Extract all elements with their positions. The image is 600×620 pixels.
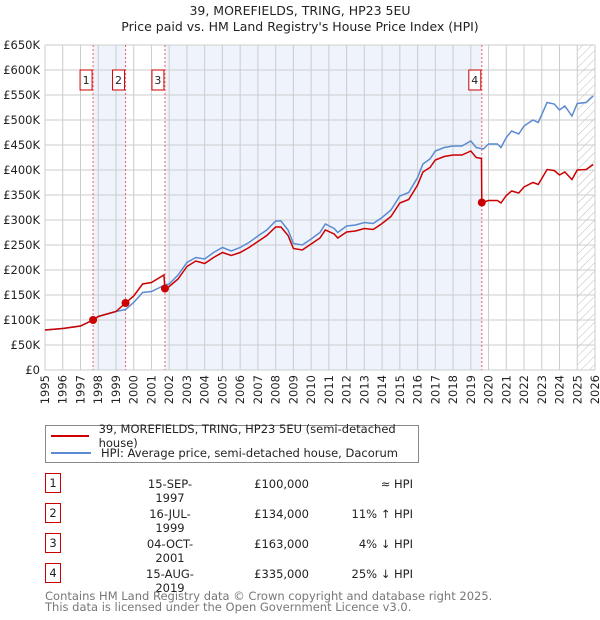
x-tick-label: 2012 bbox=[340, 375, 354, 404]
x-tick-label: 1997 bbox=[73, 375, 87, 404]
footer-licence: This data is licensed under the Open Gov… bbox=[45, 600, 412, 614]
marker-number: 3 bbox=[45, 533, 61, 553]
x-tick-label: 2017 bbox=[428, 375, 442, 404]
sale-label: 2 bbox=[115, 74, 122, 87]
x-tick-label: 2019 bbox=[464, 375, 478, 404]
x-tick-label: 2013 bbox=[357, 375, 371, 404]
hpi-relation: ≈ HPI bbox=[380, 477, 413, 491]
sale-label-box bbox=[151, 69, 165, 91]
legend: 39, MOREFIELDS, TRING, HP23 5EU (semi-de… bbox=[45, 422, 419, 463]
y-tick-label: £550K bbox=[3, 88, 40, 102]
x-tick-label: 2000 bbox=[127, 375, 141, 404]
x-tick-label: 1998 bbox=[91, 375, 105, 404]
sale-price: £335,000 bbox=[254, 567, 309, 581]
x-tick-label: 2026 bbox=[588, 375, 600, 404]
sale-date: 15-SEP-1997 bbox=[147, 477, 193, 505]
y-tick-label: £300K bbox=[3, 213, 40, 227]
marker-number: 4 bbox=[45, 563, 61, 583]
chart-title: 39, MOREFIELDS, TRING, HP23 5EU bbox=[189, 3, 411, 18]
sale-point bbox=[121, 299, 130, 307]
x-tick-label: 2022 bbox=[517, 375, 531, 404]
legend-label: HPI: Average price, semi-detached house,… bbox=[101, 446, 398, 460]
x-tick-label: 2002 bbox=[162, 375, 176, 404]
x-tick-label: 2009 bbox=[286, 375, 300, 404]
sale-point bbox=[477, 198, 486, 207]
sale-price: £163,000 bbox=[254, 537, 309, 551]
x-tick-label: 2005 bbox=[215, 375, 229, 404]
y-tick-label: £400K bbox=[3, 163, 40, 177]
sale-label: 4 bbox=[471, 74, 478, 87]
plot-area: 1995 1996 1997 1998 1999 2000 2001 2002 2003 2004… bbox=[3, 38, 600, 404]
x-tick-label: 2016 bbox=[411, 375, 425, 404]
sale-date: 16-JUL-1999 bbox=[149, 507, 191, 535]
x-tick-label: 2023 bbox=[535, 375, 549, 404]
hpi-line bbox=[44, 95, 594, 331]
x-tick-label: 2006 bbox=[233, 375, 247, 404]
x-tick-label: 2018 bbox=[446, 375, 460, 404]
sale-point bbox=[160, 284, 169, 293]
x-tick-label: 2007 bbox=[251, 375, 265, 404]
x-tick-label: 1995 bbox=[38, 375, 52, 404]
x-tick-label: 2001 bbox=[144, 375, 158, 404]
sale-point bbox=[89, 316, 98, 324]
marker-number: 1 bbox=[45, 473, 61, 493]
legend-swatch-red bbox=[51, 435, 89, 437]
x-tick-label: 2025 bbox=[570, 375, 584, 404]
y-tick-label: £250K bbox=[3, 238, 40, 252]
sale-label: 1 bbox=[83, 74, 90, 87]
y-tick-label: £450K bbox=[3, 138, 40, 152]
x-tick-label: 2024 bbox=[553, 375, 567, 404]
sale-price: £134,000 bbox=[254, 507, 309, 521]
sale-label-box bbox=[79, 69, 93, 91]
y-tick-label: £650K bbox=[3, 38, 40, 52]
x-tick-label: 2011 bbox=[322, 375, 336, 404]
legend-swatch-blue bbox=[51, 452, 91, 454]
x-tick-label: 2020 bbox=[482, 375, 496, 404]
table-row: 1 15-SEP-1997 £100,000 ≈ HPI bbox=[45, 473, 445, 505]
legend-label: 39, MOREFIELDS, TRING, HP23 5EU (semi-de… bbox=[98, 422, 396, 450]
hpi-relation: 25% ↓ HPI bbox=[351, 567, 413, 581]
x-tick-label: 2004 bbox=[198, 375, 212, 404]
x-tick-label: 1999 bbox=[109, 375, 123, 404]
x-tick-label: 2014 bbox=[375, 375, 389, 404]
y-tick-label: £350K bbox=[3, 188, 40, 202]
y-tick-label: £500K bbox=[3, 113, 40, 127]
x-tick-label: 1996 bbox=[56, 375, 70, 404]
y-tick-label: £100K bbox=[3, 313, 40, 327]
y-tick-label: £600K bbox=[3, 63, 40, 77]
chart-subtitle: Price paid vs. HM Land Registry's House … bbox=[121, 19, 479, 34]
sale-price: £100,000 bbox=[254, 477, 309, 491]
y-tick-label: £200K bbox=[3, 263, 40, 277]
hpi-relation: 11% ↑ HPI bbox=[351, 507, 413, 521]
x-tick-label: 2008 bbox=[269, 375, 283, 404]
table-row: 2 16-JUL-1999 £134,000 11% ↑ HPI bbox=[45, 503, 445, 535]
sale-date: 15-AUG-2019 bbox=[146, 567, 194, 595]
sale-label: 3 bbox=[154, 74, 161, 87]
x-tick-label: 2003 bbox=[180, 375, 194, 404]
x-tick-label: 2015 bbox=[393, 375, 407, 404]
sale-label-box bbox=[468, 69, 482, 91]
sale-label-box bbox=[112, 69, 126, 91]
legend-item-property: 39, MOREFIELDS, TRING, HP23 5EU (semi-de… bbox=[46, 422, 418, 450]
marker-number: 2 bbox=[45, 503, 61, 523]
y-tick-label: £50K bbox=[11, 338, 41, 352]
shaded-range bbox=[164, 45, 482, 370]
x-tick-label: 2010 bbox=[304, 375, 318, 404]
forecast-hatch bbox=[577, 45, 595, 370]
y-tick-label: £150K bbox=[3, 288, 40, 302]
x-tick-label: 2021 bbox=[499, 375, 513, 404]
table-row: 3 04-OCT-2001 £163,000 4% ↓ HPI bbox=[45, 533, 445, 565]
footer-copyright: Contains HM Land Registry data © Crown c… bbox=[45, 589, 493, 603]
table-row: 4 15-AUG-2019 £335,000 25% ↓ HPI bbox=[45, 563, 445, 595]
hpi-relation: 4% ↓ HPI bbox=[358, 537, 413, 551]
y-tick-label: £0 bbox=[25, 363, 40, 377]
sale-date: 04-OCT-2001 bbox=[146, 537, 194, 565]
legend-item-hpi: HPI: Average price, semi-detached house,… bbox=[46, 445, 398, 461]
